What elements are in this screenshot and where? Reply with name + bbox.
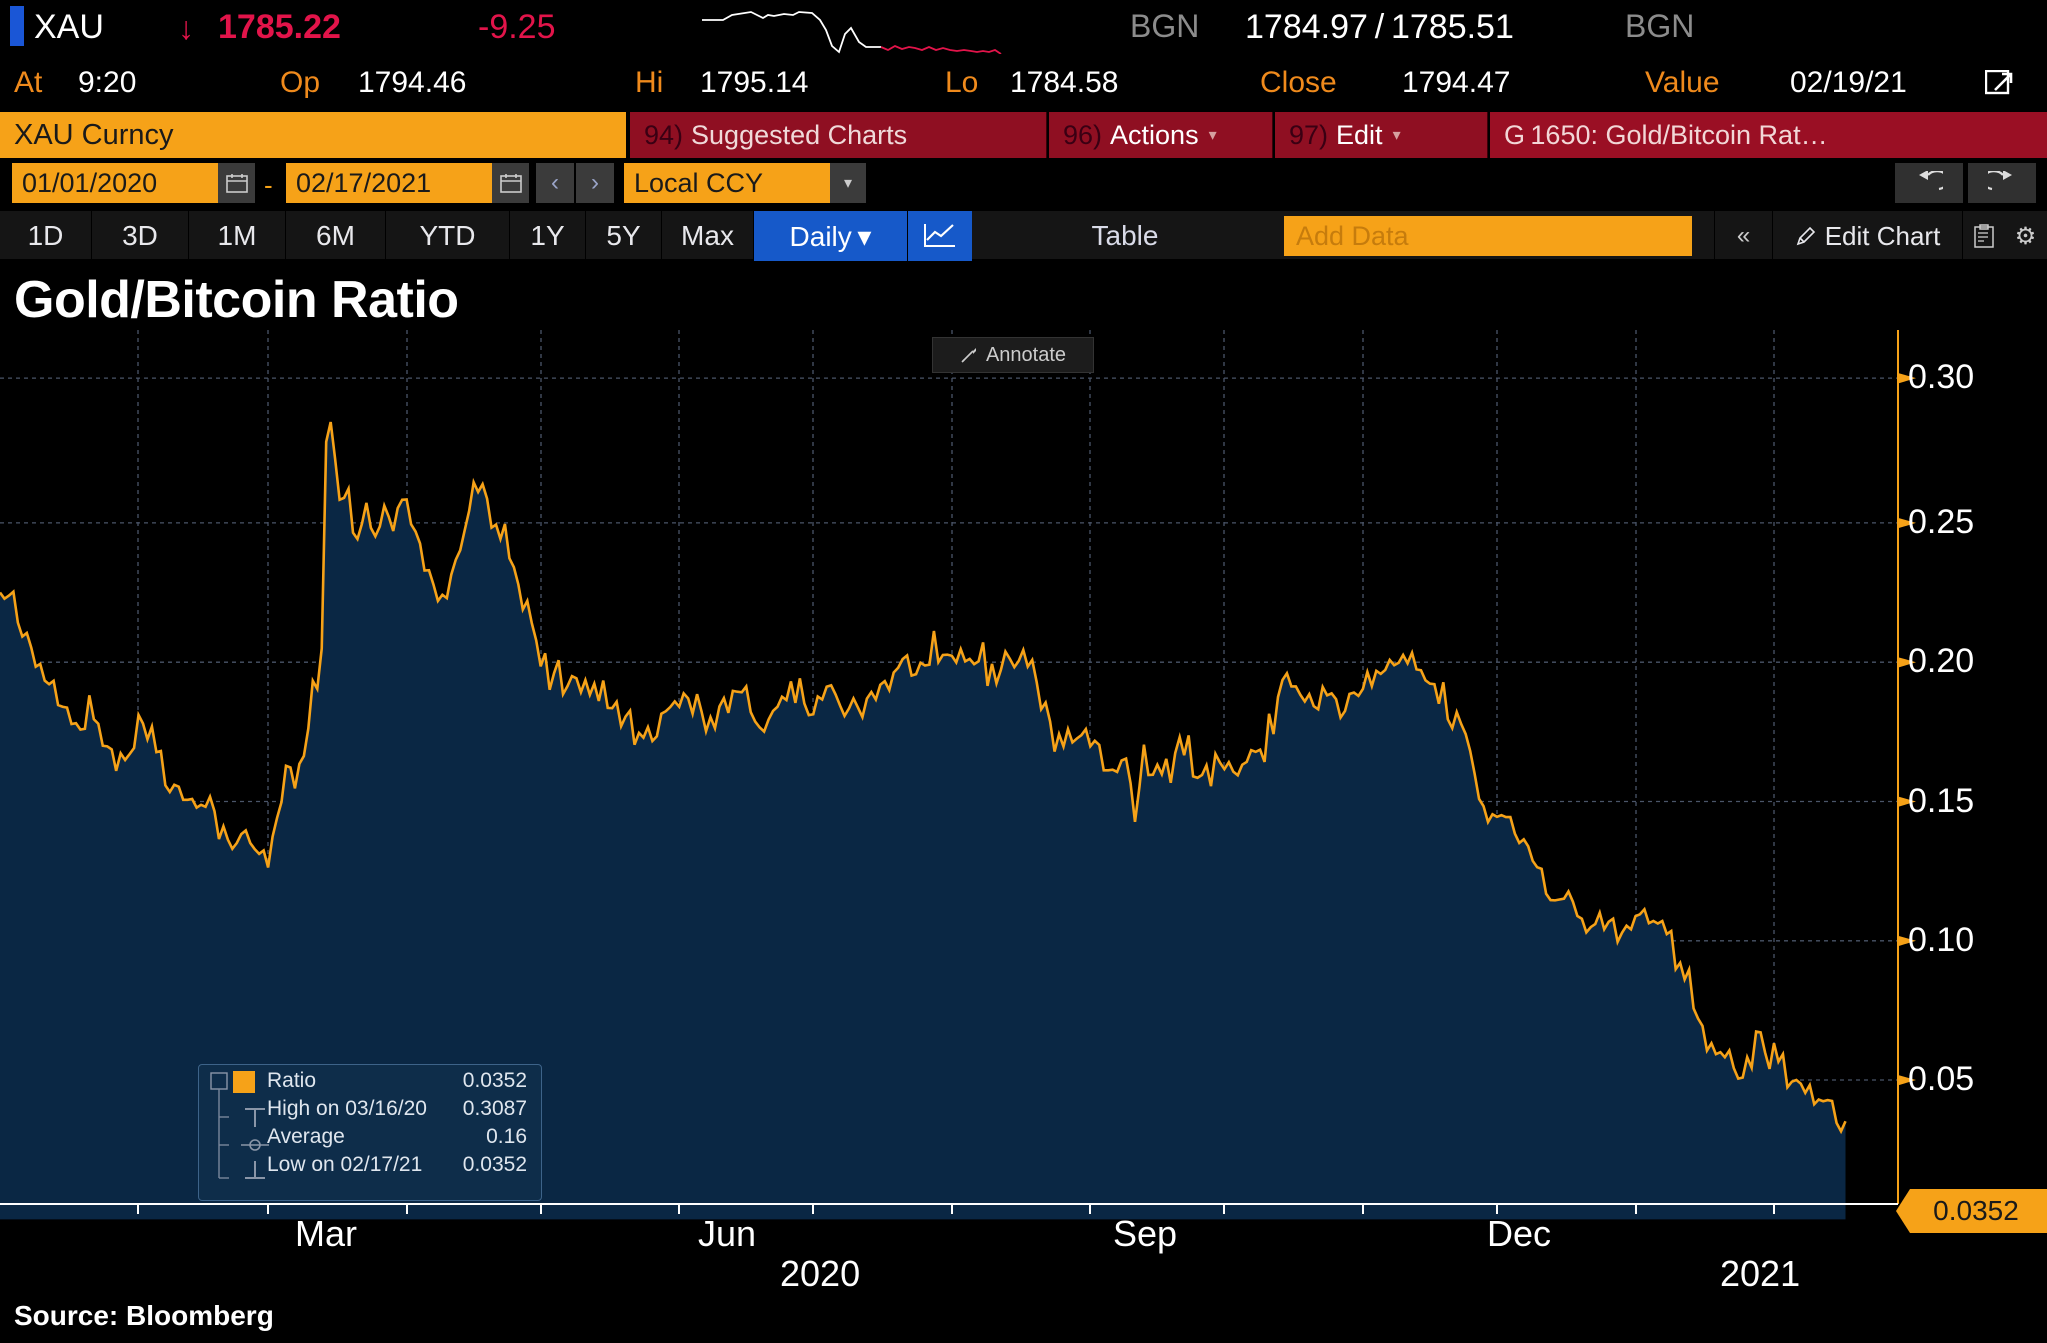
svg-text:0.0352: 0.0352 <box>1933 1195 2019 1226</box>
